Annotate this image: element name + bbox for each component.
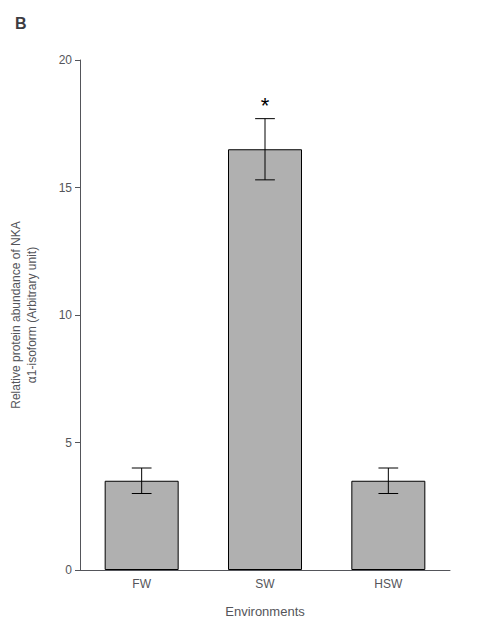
svg-text:B: B [15, 15, 27, 32]
svg-text:α1-isoform (Arbitrary unit): α1-isoform (Arbitrary unit) [25, 247, 39, 383]
svg-text:20: 20 [59, 53, 73, 67]
svg-text:Environments: Environments [225, 604, 305, 619]
svg-text:SW: SW [255, 577, 275, 591]
svg-text:15: 15 [59, 181, 73, 195]
svg-text:0: 0 [65, 563, 72, 577]
svg-text:FW: FW [132, 577, 151, 591]
svg-text:5: 5 [65, 436, 72, 450]
svg-text:10: 10 [59, 308, 73, 322]
svg-text:HSW: HSW [374, 577, 403, 591]
svg-text:Relative protein abundance of: Relative protein abundance of NKA [9, 221, 23, 408]
svg-text:*: * [261, 93, 270, 118]
